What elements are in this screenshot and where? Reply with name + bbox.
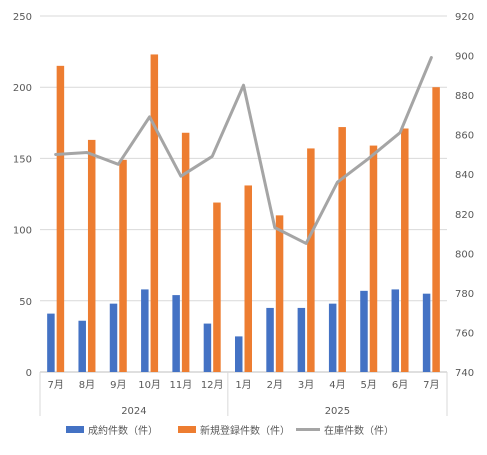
x-tick-label: 7月: [47, 379, 63, 391]
right-tick-label: 920: [455, 12, 474, 23]
bar-new-listings: [119, 159, 127, 372]
bar-contracts: [141, 289, 149, 372]
gridlines: [40, 15, 447, 373]
x-tick-label: 8月: [79, 379, 95, 391]
bar-new-listings: [181, 132, 190, 372]
bar-contracts: [297, 307, 306, 372]
bar-contracts: [328, 303, 337, 372]
left-tick-label: 250: [13, 12, 32, 23]
right-tick-label: 780: [455, 289, 474, 300]
x-tick-label: 6月: [392, 379, 408, 391]
bar-new-listings: [401, 128, 409, 372]
bar-new-listings: [275, 215, 284, 372]
bar-new-listings: [56, 65, 65, 372]
right-tick-label: 880: [455, 91, 474, 102]
year-group-label: 2025: [325, 406, 350, 417]
right-axis-ticks: 740 760 780 800 820 840 860 880 900 920: [455, 12, 474, 379]
right-tick-label: 800: [455, 249, 474, 260]
legend-label: 成約件数（件）: [88, 424, 158, 437]
x-tick-label: 4月: [329, 379, 345, 391]
right-tick-label: 900: [455, 52, 474, 63]
bar-new-listings: [432, 87, 440, 372]
bar-contracts: [422, 293, 431, 372]
left-tick-label: 150: [13, 154, 32, 165]
year-group-label: 2024: [121, 406, 146, 417]
x-axis-ticks: 7月 8月 9月 10月 11月 12月 1月 2月 3月 4月 5月 6月 7月: [47, 379, 439, 391]
x-tick-label: 12月: [201, 379, 224, 391]
left-axis-ticks: 0 50 100 150 200 250: [13, 12, 32, 379]
x-tick-label: 7月: [423, 379, 439, 391]
bar-contracts: [78, 320, 86, 372]
x-tick-label: 2月: [267, 379, 283, 391]
bar-contracts: [47, 313, 55, 372]
bar-new-listings: [307, 148, 315, 372]
legend: 成約件数（件） 新規登録件数（件） 在庫件数（件）: [66, 424, 394, 437]
bar-new-listings: [369, 145, 378, 372]
bar-new-listings: [150, 54, 159, 372]
bar-contracts: [172, 295, 180, 372]
bar-contracts: [109, 303, 118, 372]
bar-new-listings: [87, 139, 96, 372]
left-tick-label: 50: [19, 297, 32, 308]
x-tick-label: 11月: [170, 379, 193, 391]
bar-new-listings: [338, 127, 346, 373]
bar-contracts: [391, 289, 400, 372]
right-tick-label: 760: [455, 328, 474, 339]
bar-new-listings: [244, 185, 252, 372]
line-series: [54, 56, 433, 245]
bar-contracts: [266, 307, 274, 372]
bar-new-listings: [213, 202, 221, 372]
bar-contracts: [235, 336, 243, 372]
bar-contracts: [203, 323, 212, 372]
left-tick-label: 200: [13, 83, 32, 94]
right-tick-label: 820: [455, 210, 474, 221]
x-axis-year-groups: 2024 2025: [39, 372, 448, 417]
legend-label: 在庫件数（件）: [324, 424, 394, 437]
x-tick-label: 1月: [235, 379, 251, 391]
legend-label: 新規登録件数（件）: [200, 424, 290, 437]
bar-contracts: [360, 290, 368, 372]
legend-swatch: [66, 426, 84, 433]
right-tick-label: 840: [455, 170, 474, 181]
left-tick-label: 100: [13, 226, 32, 237]
legend-swatch: [178, 426, 196, 433]
x-tick-label: 9月: [110, 379, 126, 391]
x-tick-label: 5月: [361, 379, 377, 391]
bar-series: [47, 54, 440, 373]
right-tick-label: 740: [455, 368, 474, 379]
right-tick-label: 860: [455, 131, 474, 142]
x-tick-label: 3月: [298, 379, 314, 391]
left-tick-label: 0: [26, 368, 32, 379]
x-tick-label: 10月: [138, 379, 161, 391]
